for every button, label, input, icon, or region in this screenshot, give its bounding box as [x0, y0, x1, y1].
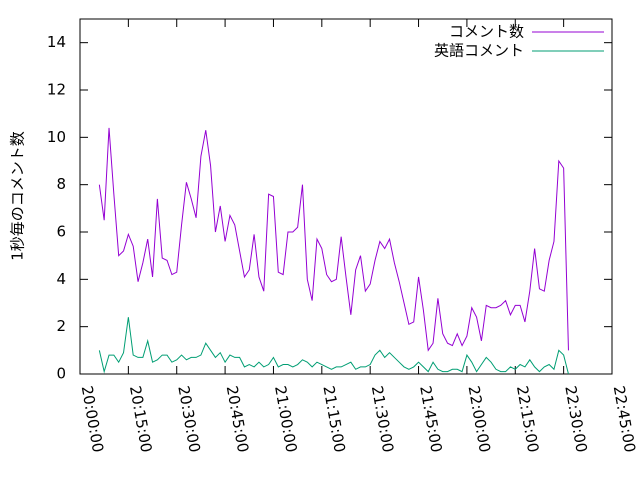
x-tick-label: 20:45:00	[223, 384, 252, 453]
y-tick-label: 4	[56, 270, 66, 288]
x-tick-label: 21:30:00	[368, 384, 397, 453]
x-tick-label: 21:15:00	[319, 384, 348, 453]
series-line	[98, 127, 569, 352]
series-line	[98, 317, 569, 375]
y-tick-label: 10	[47, 128, 66, 146]
x-tick-label: 22:30:00	[561, 384, 590, 453]
y-tick-label: 6	[56, 223, 66, 241]
x-tick-label: 20:30:00	[174, 384, 203, 453]
y-tick-label: 14	[47, 33, 66, 51]
x-tick-label: 21:45:00	[416, 384, 445, 453]
x-tick-label: 22:00:00	[465, 384, 494, 453]
y-tick-label: 0	[56, 365, 66, 383]
x-tick-label: 21:00:00	[271, 384, 300, 453]
y-tick-label: 2	[56, 317, 66, 335]
x-tick-label: 22:45:00	[610, 384, 639, 453]
y-tick-label: 8	[56, 175, 66, 193]
y-tick-label: 12	[47, 81, 66, 99]
plot-border	[79, 18, 613, 375]
legend-label: 英語コメント	[434, 42, 524, 60]
x-tick-label: 20:00:00	[78, 384, 107, 453]
legend-label: コメント数	[449, 23, 524, 41]
y-axis-label: 1秒毎のコメント数	[9, 131, 27, 261]
x-tick-label: 22:15:00	[513, 384, 542, 453]
x-tick-label: 20:15:00	[126, 384, 155, 453]
